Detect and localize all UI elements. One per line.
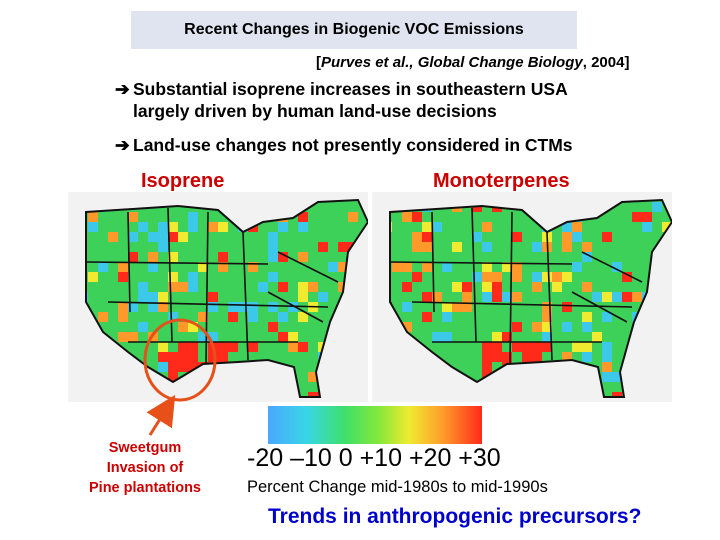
arrow-right-icon: ➔ <box>115 135 130 155</box>
bullet-isoprene-increase: ➔ Substantial isoprene increases in south… <box>115 78 568 122</box>
sweetgum-annotation: Sweetgum Invasion of Pine plantations <box>70 438 220 498</box>
citation: [Purves et al., Global Change Biology, 2… <box>316 54 629 71</box>
isoprene-map <box>68 192 368 402</box>
annotation-line: Invasion of <box>106 460 184 476</box>
colorbar-caption: Percent Change mid-1980s to mid-1990s <box>247 478 548 496</box>
trends-question: Trends in anthropogenic precursors? <box>268 505 642 528</box>
monoterpenes-label: Monoterpenes <box>433 170 570 192</box>
annotation-line: Pine plantations <box>89 480 201 496</box>
bullet-line: Substantial isoprene increases in southe… <box>133 79 568 99</box>
isoprene-label: Isoprene <box>141 170 225 192</box>
bullet-land-use: ➔ Land-use changes not presently consider… <box>115 134 573 156</box>
slide-title: Recent Changes in Biogenic VOC Emissions <box>184 21 524 38</box>
monoterpenes-map <box>372 192 672 402</box>
colorbar <box>268 406 482 444</box>
citation-authors: Purves et al., Global Change Biology <box>321 54 583 71</box>
annotation-line: Sweetgum <box>108 440 182 456</box>
citation-year: , 2004] <box>582 54 630 71</box>
bullet-line: largely driven by human land-use decisio… <box>133 101 497 121</box>
colorbar-scale: -20 –10 0 +10 +20 +30 <box>247 444 501 472</box>
annotation-arrow <box>146 394 176 436</box>
arrow-right-icon: ➔ <box>115 79 130 99</box>
citation-bracket: [ <box>316 54 321 71</box>
bullet-line: Land-use changes not presently considere… <box>133 135 573 155</box>
slide-title-box: Recent Changes in Biogenic VOC Emissions <box>131 11 577 49</box>
